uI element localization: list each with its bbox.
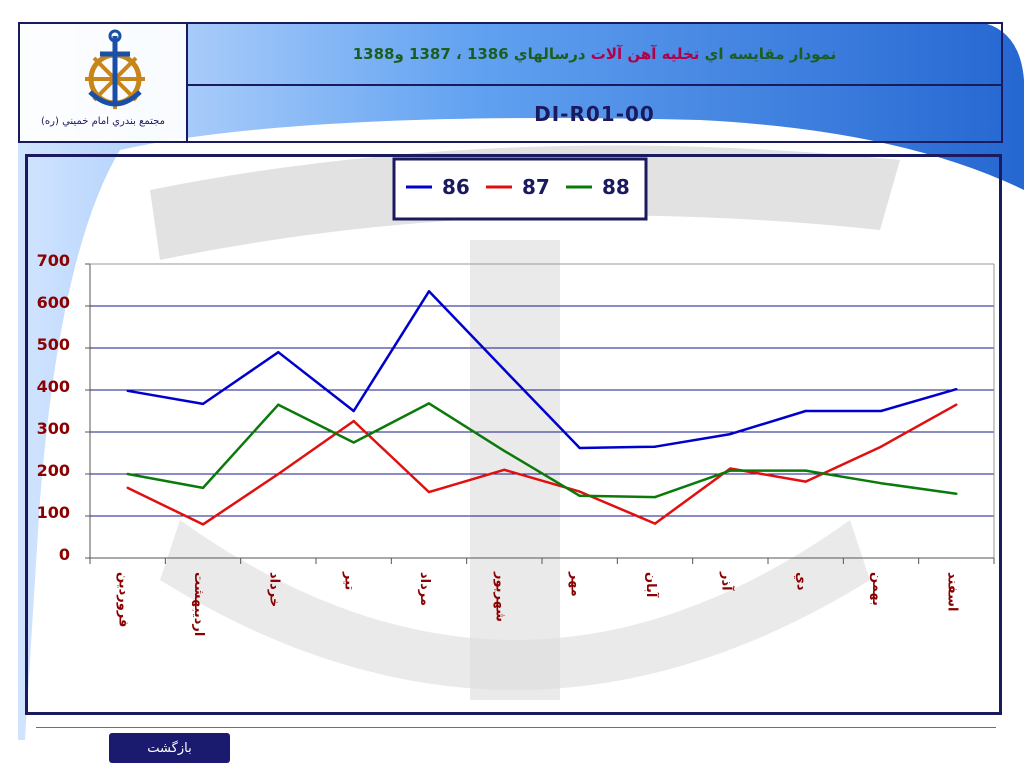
x-tick-label: مهر	[568, 571, 583, 597]
line-chart: 700 600 500 400 300 200 100 0 فروردين ارديبهشت خرد…	[37, 157, 995, 636]
org-name: مجتمع بندري امام خميني (ره)	[41, 116, 165, 127]
data-point	[804, 480, 807, 483]
data-point	[804, 409, 807, 413]
data-point	[879, 409, 883, 413]
legend-label: 87	[522, 175, 550, 199]
data-point	[352, 409, 355, 413]
back-button[interactable]: بازگشت	[109, 733, 230, 763]
x-tick-label: آبان	[643, 572, 660, 598]
data-point	[352, 419, 355, 423]
data-point	[503, 468, 506, 471]
x-tick-label: فروردين	[116, 572, 131, 627]
data-point	[427, 402, 431, 405]
data-point	[578, 446, 581, 450]
data-point	[126, 389, 129, 393]
x-tick-label: ارديبهشت	[191, 572, 206, 636]
x-tick-label: بهمن	[869, 572, 884, 606]
data-point	[201, 486, 205, 490]
series-line-87	[127, 403, 957, 526]
x-tick-label: دي	[794, 572, 809, 591]
legend-box	[392, 157, 648, 221]
anchor-ship-wheel-icon	[85, 29, 145, 109]
data-point	[879, 482, 883, 485]
data-point	[126, 486, 129, 490]
data-point	[201, 523, 205, 526]
document-code: DI-R01-00	[534, 101, 655, 126]
y-tick-label: 500	[37, 335, 70, 354]
data-point	[277, 403, 280, 406]
data-point	[427, 290, 431, 293]
y-tick-label: 0	[59, 545, 70, 564]
data-point	[126, 472, 129, 476]
data-point	[653, 522, 657, 525]
chart-box: 700 600 500 400 300 200 100 0 فروردين ارديبهشت خرد…	[25, 154, 1002, 715]
x-tick-label: خرداد	[266, 572, 281, 607]
data-point	[879, 445, 883, 448]
data-point	[804, 469, 807, 472]
code-cell: DI-R01-00	[188, 86, 1001, 141]
data-point	[201, 402, 205, 406]
logo-cell: مجتمع بندري امام خميني (ره)	[20, 24, 188, 141]
x-tick-label: شهريور	[492, 571, 507, 622]
title-cell: نمودار مقايسه اي تخليه آهن آلات درسالهاي…	[188, 24, 1001, 86]
x-tick-label: تير	[342, 571, 357, 590]
data-point	[653, 495, 657, 499]
series-line-88	[127, 402, 957, 499]
legend-label: 86	[442, 175, 470, 199]
x-tick-label: آذر	[718, 571, 735, 591]
data-point	[729, 432, 732, 436]
title-part: تخليه آهن آلات	[585, 45, 705, 63]
data-point	[955, 492, 958, 495]
title-part: نمودار مقايسه اي	[704, 45, 837, 63]
data-point	[578, 494, 581, 498]
footer-divider	[36, 727, 996, 728]
legend-label: 88	[602, 175, 630, 199]
header-box: مجتمع بندري امام خميني (ره) نمودار مقايس…	[18, 22, 1003, 143]
title-part: درسالهاي 1386 ، 1387 و1388	[352, 45, 586, 63]
data-point	[578, 490, 581, 493]
data-point	[729, 467, 732, 470]
y-tick-label: 700	[37, 251, 70, 270]
data-point	[955, 403, 958, 406]
x-tick-label: مرداد	[417, 572, 432, 606]
series-line-86	[127, 290, 957, 450]
data-point	[427, 490, 431, 494]
data-point	[955, 387, 958, 391]
page-title: نمودار مقايسه اي تخليه آهن آلات درسالهاي…	[353, 45, 837, 63]
data-point	[503, 449, 506, 453]
data-point	[352, 441, 355, 444]
y-tick-label: 400	[37, 377, 70, 396]
data-point	[729, 469, 732, 472]
x-tick-label: اسفند	[944, 572, 959, 611]
data-point	[277, 472, 280, 476]
data-point	[277, 351, 280, 354]
y-tick-label: 300	[37, 419, 70, 438]
y-tick-label: 100	[37, 503, 70, 522]
y-tick-label: 200	[37, 461, 70, 480]
data-point	[503, 368, 506, 372]
data-point	[653, 445, 657, 448]
y-tick-label: 600	[37, 293, 70, 312]
